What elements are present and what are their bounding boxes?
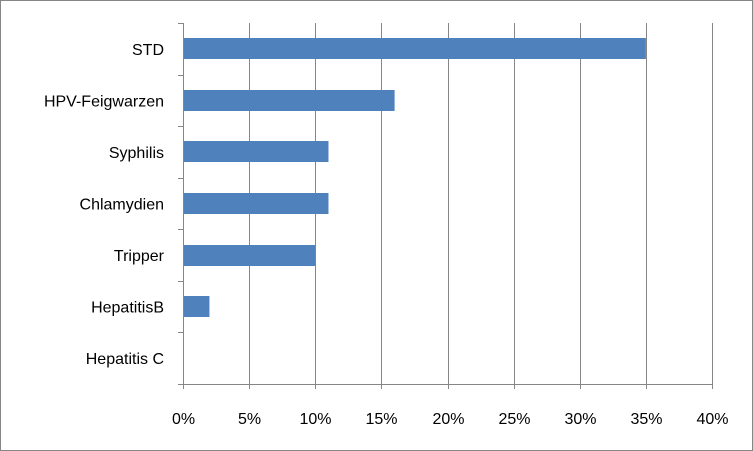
x-tick-label: 0% bbox=[172, 411, 195, 428]
bar bbox=[184, 245, 316, 266]
x-tick-label: 20% bbox=[432, 411, 464, 428]
category-label: HPV-Feigwarzen bbox=[44, 93, 164, 110]
x-tick-label: 25% bbox=[498, 411, 530, 428]
category-label: Hepatitis C bbox=[86, 351, 164, 368]
x-tick-label: 40% bbox=[696, 411, 728, 428]
category-label: STD bbox=[132, 42, 164, 59]
x-tick-label: 35% bbox=[630, 411, 662, 428]
x-tick-label: 10% bbox=[299, 411, 331, 428]
category-label: Chlamydien bbox=[80, 197, 164, 214]
bar bbox=[184, 296, 210, 317]
bar bbox=[184, 90, 395, 111]
axes bbox=[178, 23, 713, 389]
x-tick-label: 5% bbox=[238, 411, 261, 428]
category-label: Tripper bbox=[114, 248, 165, 265]
bar bbox=[184, 38, 646, 59]
bar bbox=[184, 193, 329, 214]
category-label: HepatitisB bbox=[91, 300, 164, 317]
bar bbox=[184, 141, 329, 162]
x-tick-label: 30% bbox=[564, 411, 596, 428]
gridlines bbox=[249, 23, 713, 384]
bars bbox=[184, 38, 646, 317]
category-label: Syphilis bbox=[109, 145, 164, 162]
x-tick-label: 15% bbox=[365, 411, 397, 428]
x-tick-labels: 0% 5% 10% 15% 20% 25% 30% 35% 40% bbox=[172, 411, 729, 428]
category-labels: STD HPV-Feigwarzen Syphilis Chlamydien Tripp… bbox=[44, 42, 165, 368]
